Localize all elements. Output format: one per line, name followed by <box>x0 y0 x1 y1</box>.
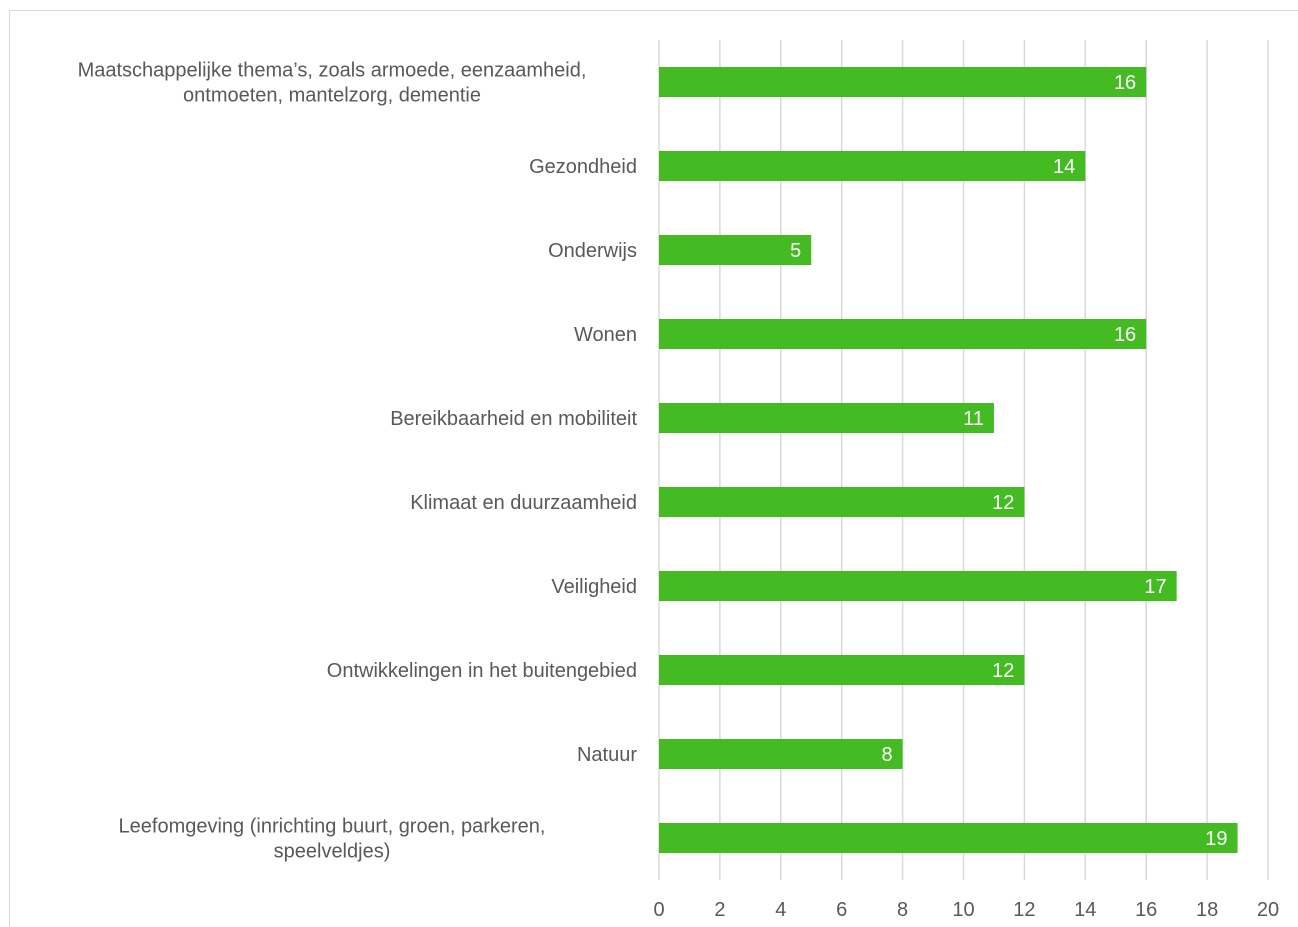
category-label: Onderwijs <box>548 240 637 262</box>
bar <box>659 403 994 433</box>
category-label: Gezondheid <box>529 156 637 178</box>
x-axis-ticks: 0 2 4 6 8 10 12 14 16 18 20 <box>653 899 1279 921</box>
x-tick-label: 16 <box>1135 899 1157 921</box>
category-labels: Maatschappelijke thema’s, zoals armoede,… <box>78 60 638 863</box>
category-label: Veiligheid <box>551 576 637 598</box>
category-label: Leefomgeving (inrichting buurt, groen, p… <box>119 816 546 863</box>
x-tick-label: 14 <box>1074 899 1096 921</box>
category-label: Natuur <box>577 744 637 766</box>
data-label: 11 <box>963 408 984 430</box>
x-tick-label: 10 <box>952 899 974 921</box>
data-label: 14 <box>1053 156 1075 178</box>
x-tick-label: 2 <box>714 899 725 921</box>
data-label: 19 <box>1205 828 1227 850</box>
x-tick-label: 0 <box>653 899 664 921</box>
bar <box>659 151 1086 181</box>
bar <box>659 571 1177 601</box>
data-label: 12 <box>992 492 1014 514</box>
data-label: 16 <box>1114 72 1136 94</box>
category-label: Bereikbaarheid en mobiliteit <box>390 408 637 430</box>
category-label: Wonen <box>574 324 637 346</box>
data-label: 8 <box>881 744 892 766</box>
data-label: 16 <box>1114 324 1136 346</box>
data-label: 17 <box>1144 576 1166 598</box>
x-tick-label: 20 <box>1257 899 1279 921</box>
bar <box>659 823 1238 853</box>
x-tick-label: 18 <box>1196 899 1218 921</box>
chart-frame <box>9 10 1298 927</box>
x-tick-label: 4 <box>775 899 786 921</box>
bars: 16 14 5 16 11 12 17 12 8 19 <box>659 67 1238 853</box>
category-label: Klimaat en duurzaamheid <box>410 492 637 514</box>
category-label: Ontwikkelingen in het buitengebied <box>327 660 637 682</box>
category-label: Maatschappelijke thema’s, zoals armoede,… <box>78 60 587 107</box>
bar <box>659 235 812 265</box>
x-tick-label: 12 <box>1013 899 1035 921</box>
bar <box>659 67 1147 97</box>
bar <box>659 487 1025 517</box>
x-tick-label: 8 <box>897 899 908 921</box>
bar <box>659 655 1025 685</box>
data-label: 12 <box>992 660 1014 682</box>
data-label: 5 <box>790 240 801 262</box>
bar <box>659 739 903 769</box>
x-tick-label: 6 <box>836 899 847 921</box>
bar <box>659 319 1147 349</box>
